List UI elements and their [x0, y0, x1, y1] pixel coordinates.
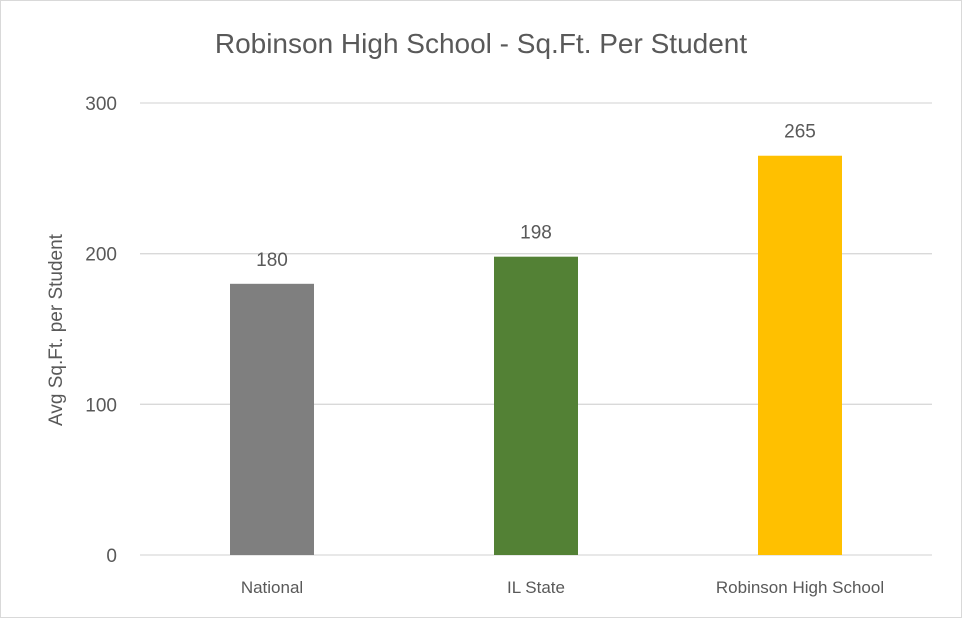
bar — [494, 256, 578, 555]
x-tick-label: National — [241, 578, 303, 597]
bar — [758, 155, 842, 555]
bar-data-label: 198 — [520, 223, 552, 244]
bar — [230, 283, 314, 555]
y-tick-labels: 0 100 200 300 — [85, 94, 117, 567]
chart-title: Robinson High School - Sq.Ft. Per Studen… — [214, 28, 748, 59]
x-tick-labels: National IL State Robinson High School — [241, 578, 884, 597]
x-tick-label: IL State — [507, 578, 565, 597]
y-tick-label: 200 — [85, 245, 117, 266]
y-tick-label: 300 — [85, 94, 117, 115]
bars — [230, 155, 842, 555]
x-tick-label: Robinson High School — [716, 578, 884, 597]
bar-data-labels: 180 198 265 — [256, 122, 816, 271]
y-tick-label: 0 — [106, 546, 117, 567]
y-tick-label: 100 — [85, 395, 117, 416]
bar-data-label: 180 — [256, 250, 288, 271]
bar-data-label: 265 — [784, 122, 816, 143]
